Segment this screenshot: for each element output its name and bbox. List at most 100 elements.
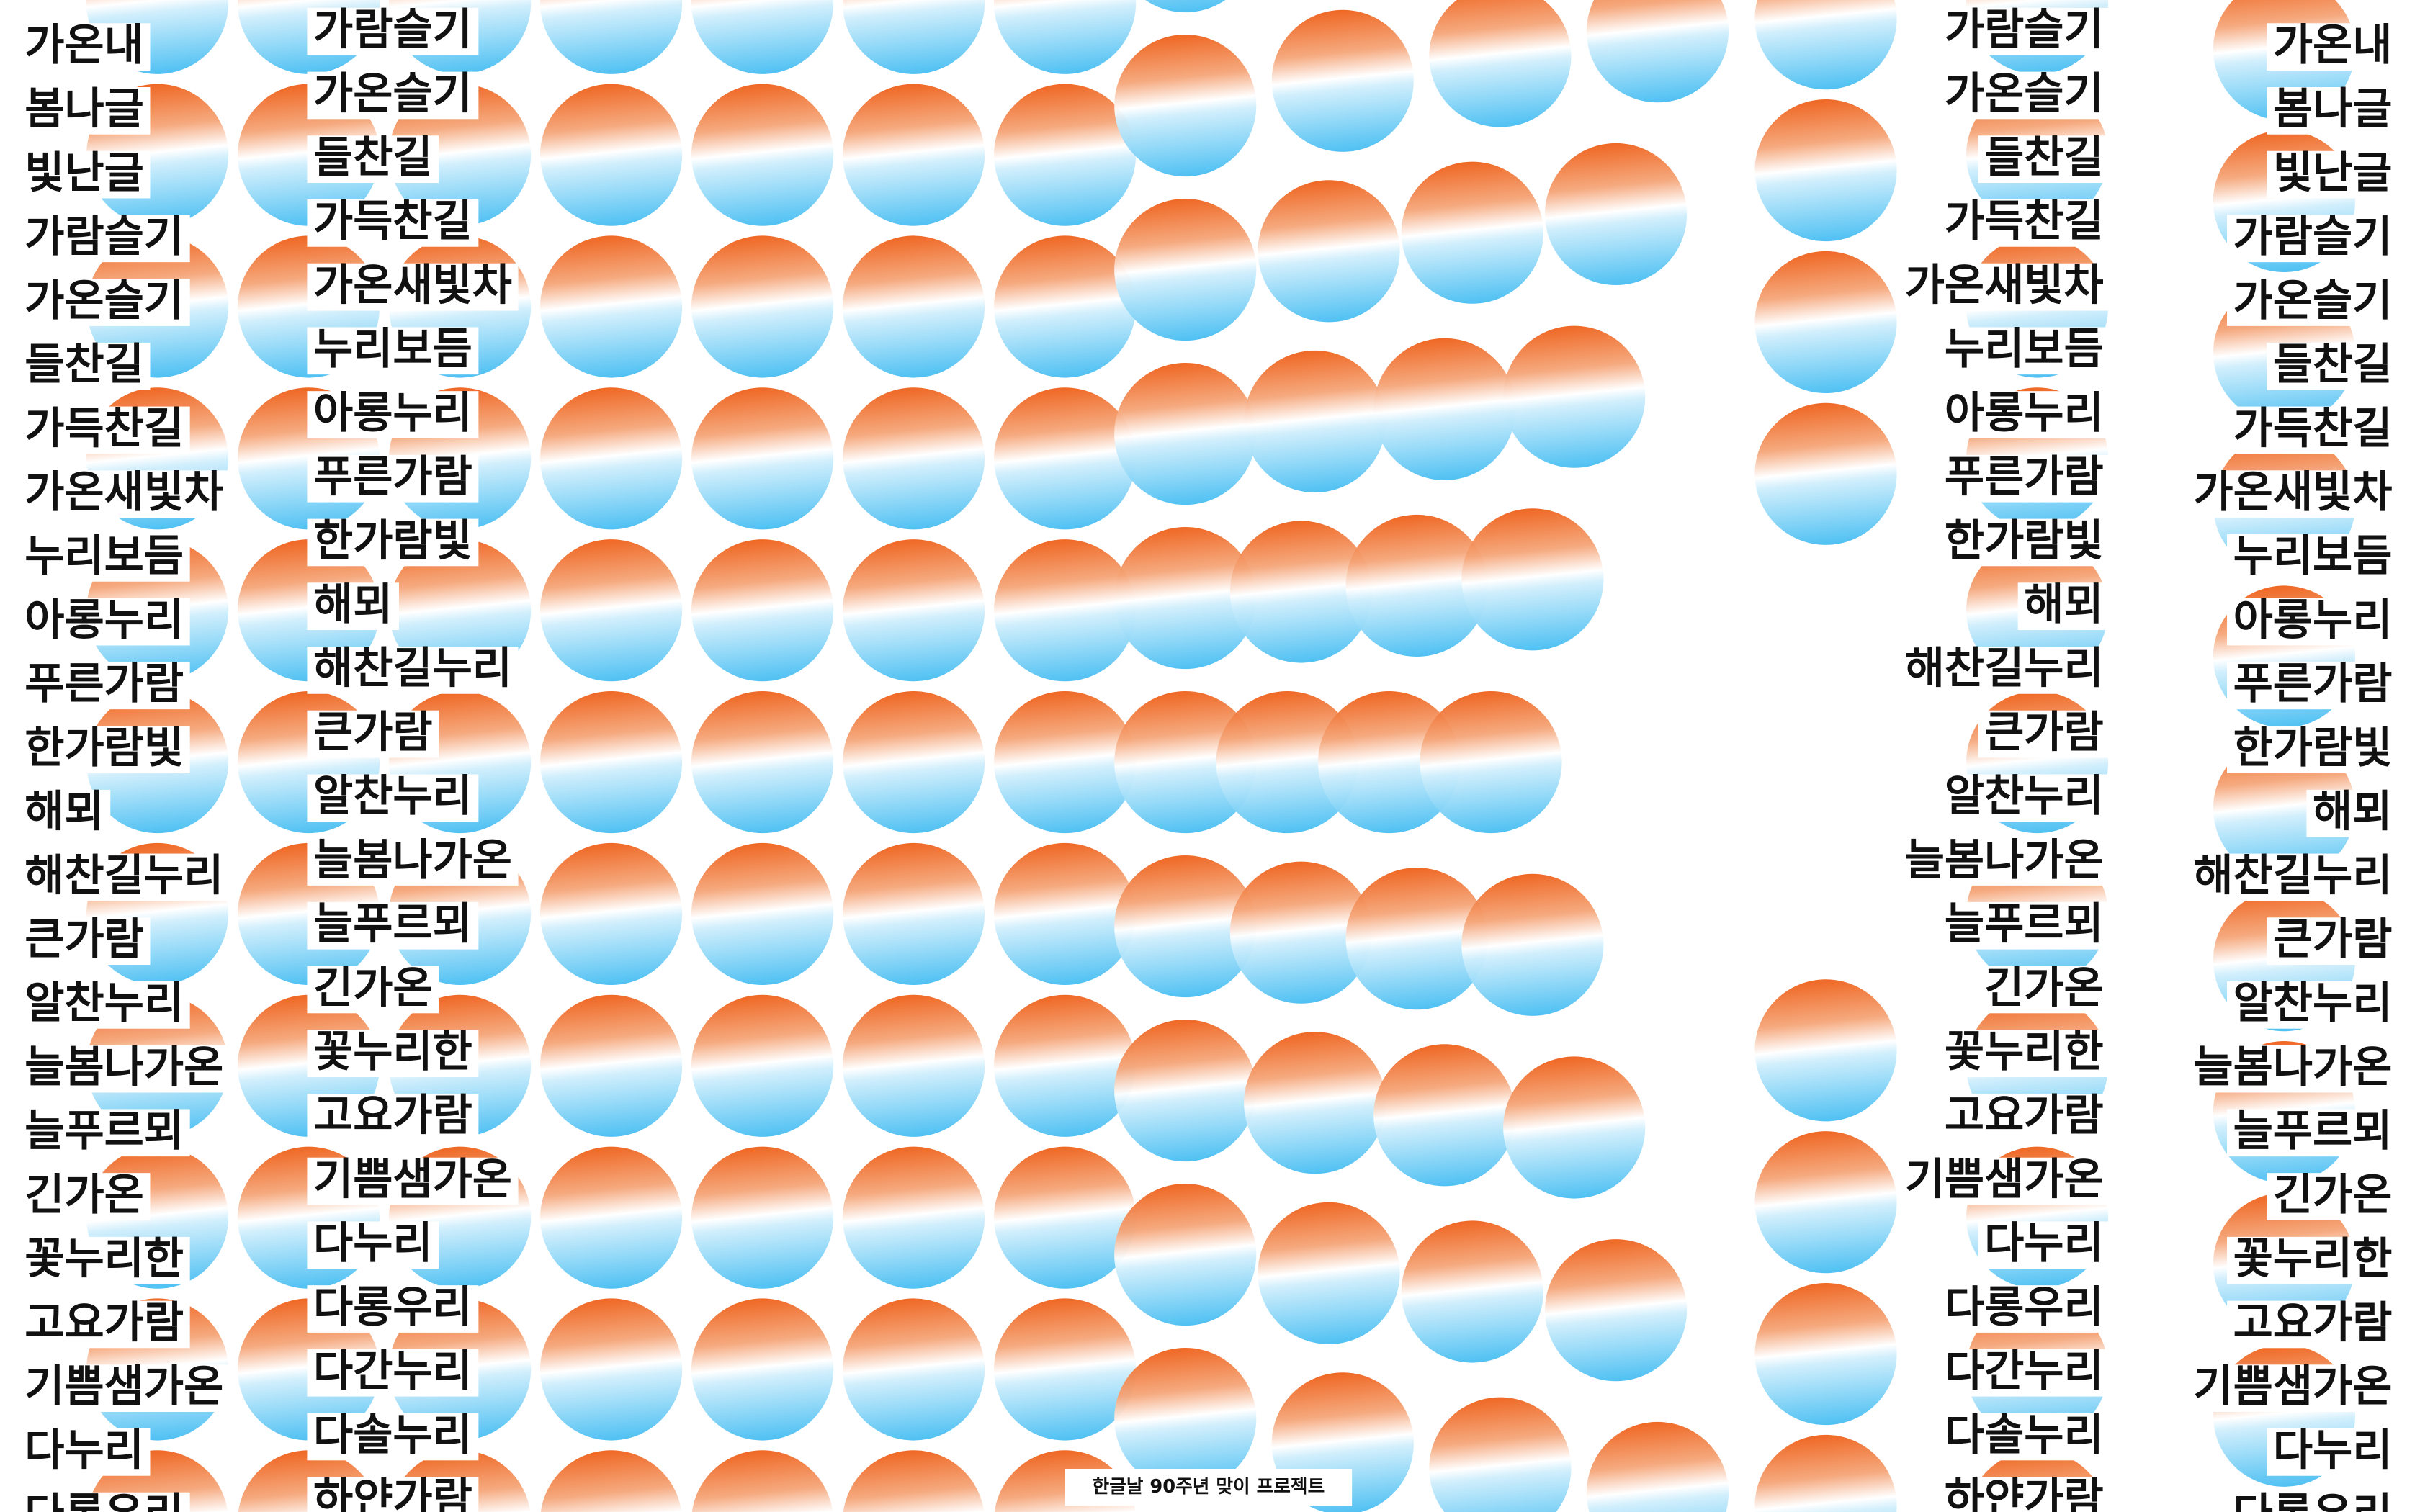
word-label: 들찬길: [313, 132, 433, 183]
circle: [1114, 363, 1257, 505]
word-bg: [18, 87, 151, 135]
word-bg: [2267, 342, 2398, 390]
word-bg: [1938, 327, 2110, 375]
word-bg: [1938, 454, 2110, 503]
word-bg: [18, 1364, 230, 1413]
circle: [1114, 691, 1257, 834]
circle: [1754, 979, 1897, 1122]
word-bg: [18, 598, 190, 646]
circle: [994, 235, 1137, 378]
word-bg: [2227, 662, 2398, 710]
word-bg: [2187, 1364, 2398, 1413]
circle: [843, 842, 985, 985]
word-bg: [307, 774, 479, 822]
circle: [843, 994, 985, 1137]
word-bg: [1899, 263, 2110, 311]
word-bg: [1978, 966, 2110, 1014]
word-bg: [2227, 1300, 2398, 1349]
word-label: 꽃누리한: [24, 1234, 184, 1284]
circle: [1754, 1434, 1897, 1512]
word-label: 늘봄나가온: [313, 835, 512, 886]
word-label: 누리보듬: [313, 324, 472, 374]
circle: [843, 539, 985, 682]
word-label: 가온새빛차: [1905, 260, 2104, 310]
word-bg: [1899, 647, 2110, 694]
word-label: 누리보듬: [24, 531, 184, 582]
word-label: 아롱누리: [24, 595, 184, 645]
circle: [691, 842, 834, 985]
word-bg: [2227, 534, 2398, 582]
circle: [994, 842, 1137, 985]
word-label: 해찬길누리: [313, 644, 512, 694]
word-bg: [1938, 199, 2110, 247]
word-label: 아롱누리: [1945, 388, 2104, 438]
circle: [994, 1298, 1137, 1441]
word-bg: [1938, 1477, 2110, 1512]
circle: [1244, 1032, 1386, 1174]
word-bg: [2267, 150, 2398, 199]
circle: [1503, 325, 1646, 468]
word-label: 가람슬기: [1945, 5, 2104, 55]
word-bg: [307, 199, 479, 247]
word-bg: [18, 406, 190, 454]
circle: [691, 1298, 834, 1441]
word-bg: [18, 726, 190, 773]
word-bg: [18, 279, 190, 326]
word-label: 가득찬길: [313, 197, 472, 247]
word-bg: [2227, 726, 2398, 773]
circle: [540, 1298, 683, 1441]
word-bg: [2227, 279, 2398, 326]
word-label: 가온슬기: [1945, 68, 2104, 119]
circle: [1114, 199, 1257, 341]
word-bg: [307, 966, 439, 1014]
word-label: 다누리: [24, 1426, 144, 1476]
word-label: 해찬길누리: [1905, 644, 2104, 694]
word-bg: [307, 1221, 439, 1269]
word-label: 가득찬길: [24, 403, 184, 454]
word-bg: [1938, 391, 2110, 438]
word-bg: [18, 1428, 151, 1476]
word-bg: [2227, 406, 2398, 454]
word-label: 해찬길누리: [24, 850, 223, 901]
circle: [691, 1450, 833, 1512]
word-label: 가득찬길: [2233, 403, 2393, 454]
circle: [1420, 691, 1562, 834]
word-bg: [18, 23, 151, 71]
circle: [1114, 855, 1257, 998]
circle: [843, 1450, 985, 1512]
circle: [1345, 514, 1488, 657]
word-bg: [18, 853, 230, 901]
word-label: 푸른가람: [1945, 452, 2104, 503]
word-label: 늘봄나가온: [24, 1042, 223, 1092]
word-bg: [2187, 1045, 2398, 1093]
word-label: 고요가람: [313, 1091, 472, 1141]
word-label: 알찬누리: [2233, 978, 2393, 1029]
circle: [843, 84, 985, 226]
circle: [540, 235, 683, 378]
circle: [1114, 1020, 1257, 1162]
word-bg: [1978, 710, 2110, 758]
word-label: 큰가람: [1984, 707, 2104, 757]
circle: [540, 387, 683, 530]
word-label: 봄나글: [24, 84, 144, 135]
circle: [843, 0, 985, 74]
word-bg: [307, 647, 519, 694]
circle: [691, 0, 834, 74]
word-label: 아롱누리: [2233, 595, 2393, 645]
word-label: 긴가온: [313, 963, 433, 1013]
circle: [843, 1298, 985, 1441]
circle: [994, 1146, 1137, 1289]
circle: [1114, 527, 1257, 670]
word-label: 큰가람: [2273, 914, 2393, 965]
word-bg: [18, 917, 151, 966]
circle: [1586, 1421, 1729, 1512]
word-label: 꽃누리한: [2233, 1234, 2393, 1284]
circle: [1114, 1348, 1257, 1490]
word-label: 늘푸르뫼: [24, 1106, 184, 1156]
circle: [540, 1146, 683, 1289]
circle: [843, 235, 985, 378]
word-label: 한가람빛: [313, 516, 472, 566]
word-label: 고요가람: [2233, 1297, 2393, 1348]
